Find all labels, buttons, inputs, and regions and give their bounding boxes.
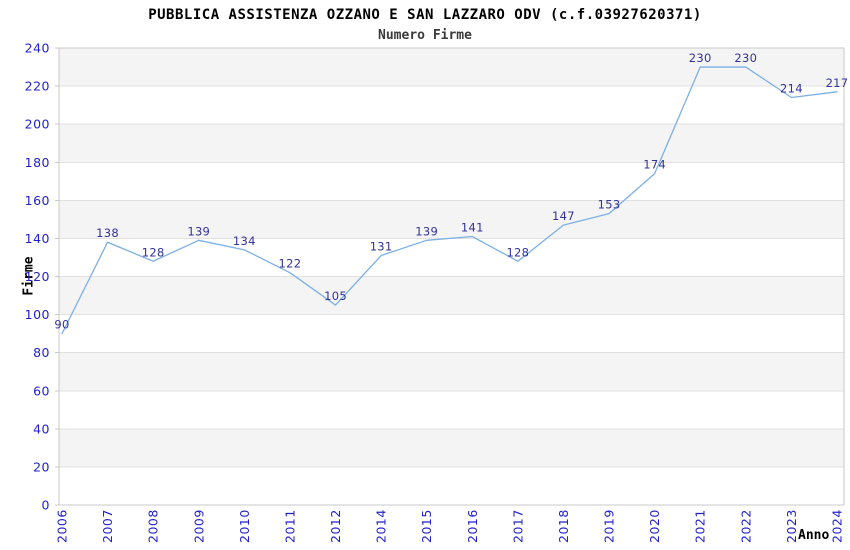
x-tick-label: 2011	[282, 509, 297, 543]
x-tick-label: 2019	[602, 509, 617, 543]
grid-band	[59, 428, 844, 467]
x-tick-label: 2008	[146, 509, 161, 543]
data-label: 138	[96, 226, 119, 240]
x-tick-label: 2016	[465, 509, 480, 543]
y-tick-label: 200	[25, 117, 50, 132]
y-tick-label: 140	[25, 231, 50, 246]
chart-subtitle: Numero Firme	[378, 28, 472, 43]
x-tick-label: 2018	[556, 509, 571, 543]
grid-band	[59, 200, 844, 239]
data-label: 153	[598, 198, 621, 212]
data-label: 230	[689, 51, 712, 65]
x-tick-label: 2021	[693, 509, 708, 543]
data-label: 214	[780, 82, 803, 96]
y-tick-label: 0	[42, 498, 50, 513]
y-tick-label: 80	[33, 345, 50, 360]
y-tick-label: 100	[25, 307, 50, 322]
x-tick-label: 2024	[830, 509, 845, 543]
data-label: 105	[324, 289, 347, 303]
data-label: 139	[187, 224, 210, 238]
y-tick-label: 240	[25, 41, 50, 56]
x-tick-label: 2009	[191, 509, 206, 543]
data-label: 147	[552, 209, 575, 223]
data-label: 139	[415, 224, 438, 238]
x-tick-label: 2020	[647, 509, 662, 543]
x-tick-label: 2014	[374, 509, 389, 543]
x-axis-title: Anno	[798, 528, 830, 543]
x-tick-label: 2022	[738, 509, 753, 543]
y-tick-label: 40	[33, 421, 50, 436]
data-label: 141	[461, 221, 484, 235]
data-label: 134	[233, 234, 256, 248]
grid-band	[59, 352, 844, 391]
grid-band	[59, 276, 844, 315]
y-tick-label: 160	[25, 193, 50, 208]
data-label: 122	[279, 257, 302, 271]
y-tick-label: 220	[25, 79, 50, 94]
x-tick-label: 2015	[419, 509, 434, 543]
x-tick-label: 2010	[237, 509, 252, 543]
x-tick-label: 2012	[328, 509, 343, 543]
grid-band	[59, 124, 844, 163]
y-tick-label: 180	[25, 155, 50, 170]
x-tick-label: 2017	[510, 509, 525, 543]
data-label: 131	[370, 240, 393, 254]
x-tick-label: 2023	[784, 509, 799, 543]
series-line	[61, 66, 838, 335]
y-tick-label: 20	[33, 459, 50, 474]
data-label: 217	[826, 76, 849, 90]
y-tick-label: 60	[33, 383, 50, 398]
data-label: 230	[734, 51, 757, 65]
data-label: 90	[54, 318, 69, 332]
data-label: 128	[506, 245, 529, 259]
data-label: 128	[142, 245, 165, 259]
data-label: 174	[643, 158, 666, 172]
chart-title: PUBBLICA ASSISTENZA OZZANO E SAN LAZZARO…	[148, 7, 702, 23]
x-tick-label: 2007	[100, 509, 115, 543]
x-tick-label: 2006	[55, 509, 70, 543]
y-tick-label: 120	[25, 269, 50, 284]
